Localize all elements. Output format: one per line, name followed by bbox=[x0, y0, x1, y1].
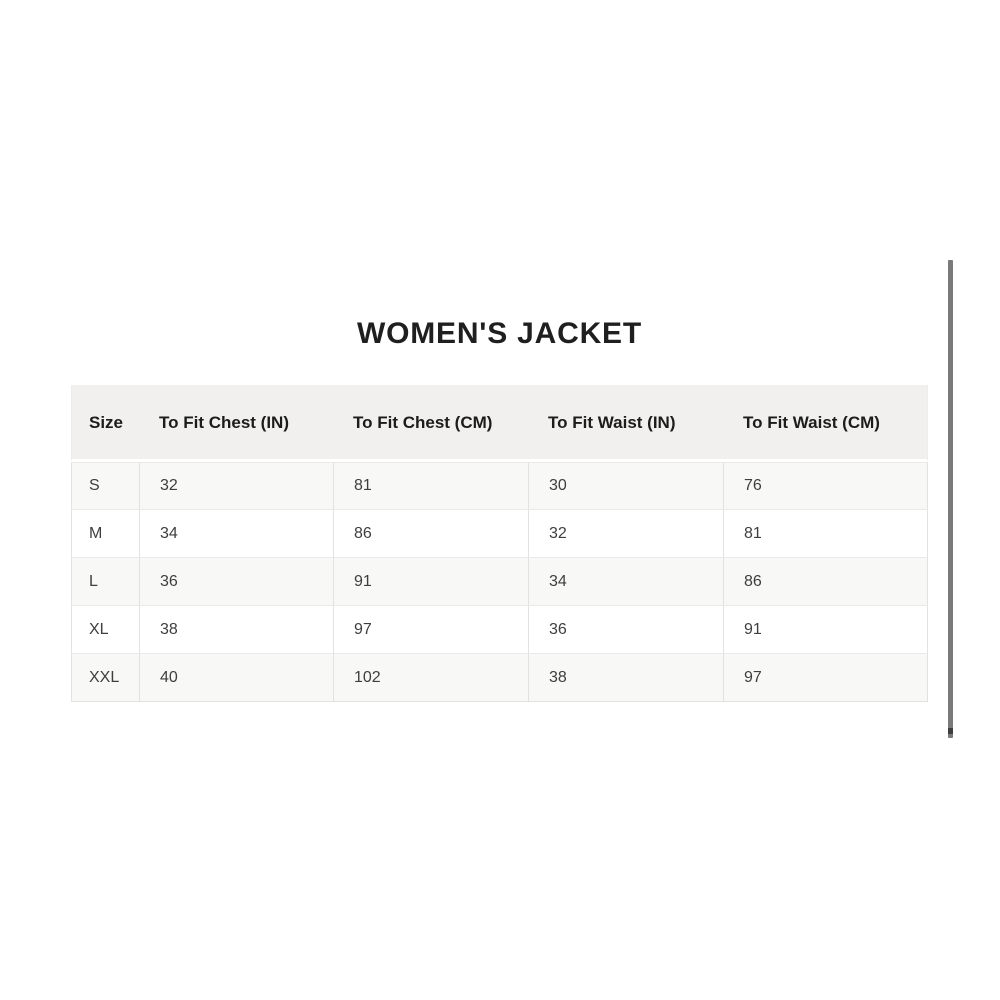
waist-in-cell: 34 bbox=[528, 558, 723, 606]
column-header-chest-cm: To Fit Chest (CM) bbox=[333, 385, 528, 462]
size-cell: S bbox=[71, 462, 139, 510]
table-row-m: M 34 86 32 81 bbox=[71, 510, 928, 558]
waist-cm-cell: 76 bbox=[723, 462, 928, 510]
waist-in-cell: 36 bbox=[528, 606, 723, 654]
column-header-waist-in: To Fit Waist (IN) bbox=[528, 385, 723, 462]
chest-cm-cell: 97 bbox=[333, 606, 528, 654]
table-row-l: L 36 91 34 86 bbox=[71, 558, 928, 606]
size-cell: M bbox=[71, 510, 139, 558]
waist-cm-cell: 91 bbox=[723, 606, 928, 654]
table-body: S 32 81 30 76 M 34 86 32 81 L 36 91 34 8… bbox=[71, 462, 928, 702]
chest-cm-cell: 91 bbox=[333, 558, 528, 606]
size-chart-table: Size To Fit Chest (IN) To Fit Chest (CM)… bbox=[71, 385, 928, 702]
table-header: Size To Fit Chest (IN) To Fit Chest (CM)… bbox=[71, 385, 928, 462]
scrollbar-tip bbox=[948, 728, 953, 734]
column-header-chest-in-label: To Fit Chest (IN) bbox=[159, 412, 289, 432]
waist-cm-cell: 97 bbox=[723, 654, 928, 702]
chest-cm-cell: 102 bbox=[333, 654, 528, 702]
table-row-xxl: XXL 40 102 38 97 bbox=[71, 654, 928, 702]
table-row-s: S 32 81 30 76 bbox=[71, 462, 928, 510]
column-header-chest-cm-label: To Fit Chest (CM) bbox=[353, 412, 493, 432]
waist-cm-cell: 86 bbox=[723, 558, 928, 606]
column-header-size: Size bbox=[71, 385, 139, 462]
scrollbar[interactable] bbox=[948, 260, 953, 738]
waist-in-cell: 38 bbox=[528, 654, 723, 702]
waist-in-cell: 30 bbox=[528, 462, 723, 510]
column-header-chest-in: To Fit Chest (IN) bbox=[139, 385, 333, 462]
size-cell: L bbox=[71, 558, 139, 606]
column-header-waist-in-label: To Fit Waist (IN) bbox=[548, 412, 676, 432]
chest-in-cell: 32 bbox=[139, 462, 333, 510]
chest-in-cell: 34 bbox=[139, 510, 333, 558]
waist-in-cell: 32 bbox=[528, 510, 723, 558]
chest-in-cell: 36 bbox=[139, 558, 333, 606]
chest-in-cell: 40 bbox=[139, 654, 333, 702]
size-cell: XXL bbox=[71, 654, 139, 702]
chest-in-cell: 38 bbox=[139, 606, 333, 654]
chest-cm-cell: 86 bbox=[333, 510, 528, 558]
header-row: Size To Fit Chest (IN) To Fit Chest (CM)… bbox=[71, 385, 928, 462]
column-header-size-label: Size bbox=[89, 412, 124, 432]
table-row-xl: XL 38 97 36 91 bbox=[71, 606, 928, 654]
size-cell: XL bbox=[71, 606, 139, 654]
page-title: WOMEN'S JACKET bbox=[356, 317, 642, 350]
column-header-waist-cm: To Fit Waist (CM) bbox=[723, 385, 928, 462]
column-header-waist-cm-label: To Fit Waist (CM) bbox=[743, 412, 880, 432]
chest-cm-cell: 81 bbox=[333, 462, 528, 510]
waist-cm-cell: 81 bbox=[723, 510, 928, 558]
